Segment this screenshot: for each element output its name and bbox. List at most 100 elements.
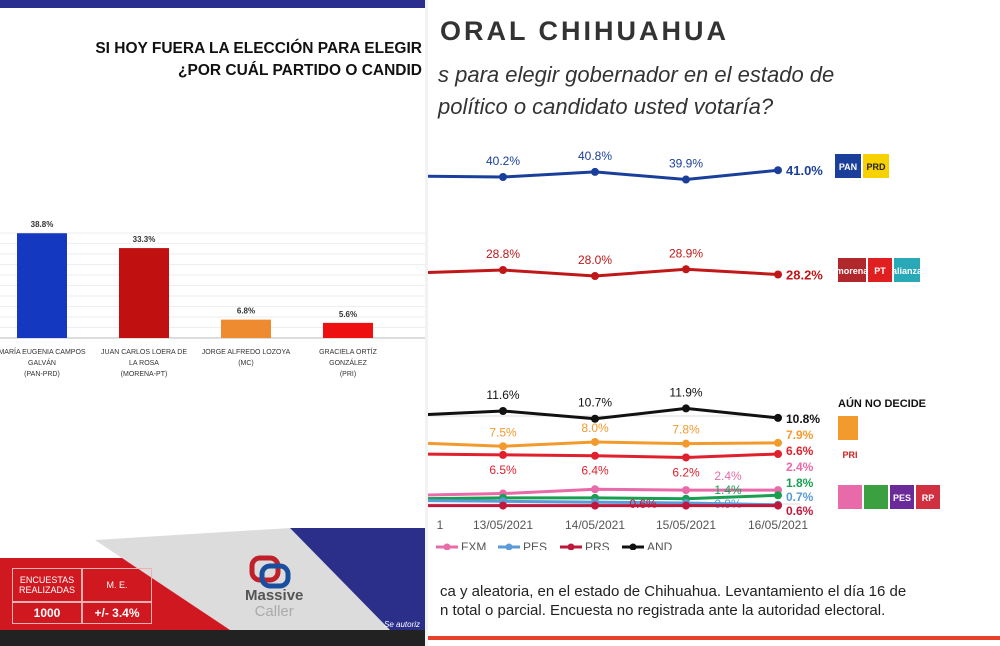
series-line-MORENA (428, 267, 779, 278)
header-band (0, 0, 428, 8)
x-tick-label: 16/05/2021 (748, 518, 808, 532)
footer-graphic (0, 525, 428, 646)
category-label: GALVÁN (28, 358, 56, 367)
prd-logo-icon (863, 154, 889, 178)
data-label: 6.4% (581, 464, 609, 478)
question-line1: s para elegir gobernador en el estado de (438, 62, 835, 87)
pt-logo-icon-text: PT (874, 266, 886, 276)
me-header: M. E. (82, 568, 152, 602)
end-value-label: 0.6% (786, 504, 814, 518)
data-point (499, 266, 507, 274)
bar-2 (221, 319, 271, 338)
question-line2: político o candidato usted votaría? (438, 94, 774, 119)
series-line-MC (428, 440, 779, 448)
footer-rule (428, 636, 1000, 640)
logo-word-1: Massive (245, 587, 304, 604)
data-point (682, 486, 690, 495)
data-label: 39.9% (669, 157, 703, 171)
category-label: LA ROSA (129, 360, 159, 367)
bar-chart: 38.8% MARÍA EUGENIA CAMPOS GALVÁN (PAN-PRD)… (0, 220, 428, 378)
pt-logo-icon (868, 258, 892, 282)
data-point (682, 404, 690, 413)
x-tick-label: 14/05/2021 (565, 518, 625, 532)
left-title-line1: SI HOY FUERA LA ELECCIÓN PARA ELEGIR (95, 40, 422, 57)
end-value-label: 10.8% (786, 412, 820, 426)
end-value-label: 41.0% (786, 163, 823, 178)
data-label: 10.7% (578, 396, 612, 410)
bar-value-label: 6.8% (237, 307, 255, 316)
data-label: 7.5% (489, 425, 517, 439)
end-value-label: 7.9% (786, 428, 814, 442)
data-point (591, 501, 599, 510)
category-label: JORGE ALFREDO LOZOYA (202, 349, 291, 356)
end-value-label: 1.8% (786, 476, 814, 490)
right-panel: ORAL CHIHUAHUA s para elegir gobernador … (428, 0, 1000, 646)
footer-line2: n total o parcial. Encuesta no registrad… (440, 602, 886, 619)
data-point (682, 501, 690, 510)
gray-band (95, 528, 390, 630)
data-label: 11.9% (669, 385, 702, 399)
legend-label: FXM (461, 540, 486, 550)
legend-label: PRS (585, 540, 610, 550)
pvem-logo-icon (864, 485, 888, 509)
data-label: 0.6% (629, 497, 657, 511)
category-label: JUAN CARLOS LOERA DE (101, 349, 187, 356)
end-value-label: 2.4% (786, 460, 814, 474)
legend-marker (567, 543, 575, 550)
end-value-label: 28.2% (786, 268, 823, 283)
data-point (591, 437, 599, 446)
data-label: 7.8% (672, 423, 700, 437)
x-tick-label: 15/05/2021 (656, 518, 716, 532)
data-point (591, 414, 599, 423)
me-value: +/- 3.4% (82, 602, 152, 624)
legend-marker (443, 543, 451, 550)
data-point (774, 270, 782, 279)
data-point (682, 453, 690, 462)
bar-value-label: 5.6% (339, 310, 357, 319)
fxm-logo-icon (838, 485, 862, 509)
surveys-value: 1000 (12, 602, 82, 624)
data-point (682, 175, 690, 184)
undecided-label: AÚN NO DECIDE (838, 397, 926, 410)
alianza-logo-icon (894, 258, 920, 282)
pri-logo-icon (838, 442, 862, 466)
rsp-logo-icon (916, 485, 940, 509)
bar-1 (119, 248, 169, 338)
data-label: 11.6% (486, 388, 519, 402)
data-point (499, 407, 507, 415)
category-label: (MC) (238, 360, 254, 367)
data-point (499, 442, 507, 451)
data-point (682, 439, 690, 448)
pan-logo-icon (835, 154, 861, 178)
end-value-label: 0.7% (786, 490, 814, 504)
data-point (591, 485, 599, 494)
category-label: (MORENA-PT) (121, 371, 168, 378)
left-panel: SI HOY FUERA LA ELECCIÓN PARA ELEGIR ¿PO… (0, 0, 428, 646)
x-tick-label: 1 (437, 518, 444, 532)
data-label: 40.2% (486, 154, 520, 168)
data-point (499, 501, 507, 510)
bar-0 (17, 233, 67, 338)
pes-logo-icon (890, 485, 914, 509)
bar-value-label: 33.3% (133, 235, 156, 244)
data-point (591, 451, 599, 460)
blue-band (290, 528, 428, 630)
data-label: 2.4% (714, 469, 742, 483)
data-point (499, 450, 507, 459)
legend-label: AND (647, 540, 673, 550)
data-point (591, 167, 599, 176)
category-label: MARÍA EUGENIA CAMPOS (0, 347, 86, 356)
surveys-header: ENCUESTAS REALIZADAS (12, 568, 82, 602)
footer-line1: ca y aleatoria, en el estado de Chihuahu… (440, 583, 907, 600)
legend-marker (505, 543, 513, 550)
pan-logo-icon-text: PAN (839, 162, 857, 172)
legend-label: PES (523, 540, 547, 550)
data-point (774, 501, 782, 510)
mc-logo-icon (838, 416, 858, 440)
data-point (682, 265, 690, 274)
data-point (499, 173, 507, 181)
left-title-line2: ¿POR CUÁL PARTIDO O CANDID (178, 62, 422, 79)
logo-word-2: Caller (254, 603, 294, 620)
series-line-AND (428, 406, 779, 421)
right-title: ORAL CHIHUAHUA (440, 16, 729, 46)
